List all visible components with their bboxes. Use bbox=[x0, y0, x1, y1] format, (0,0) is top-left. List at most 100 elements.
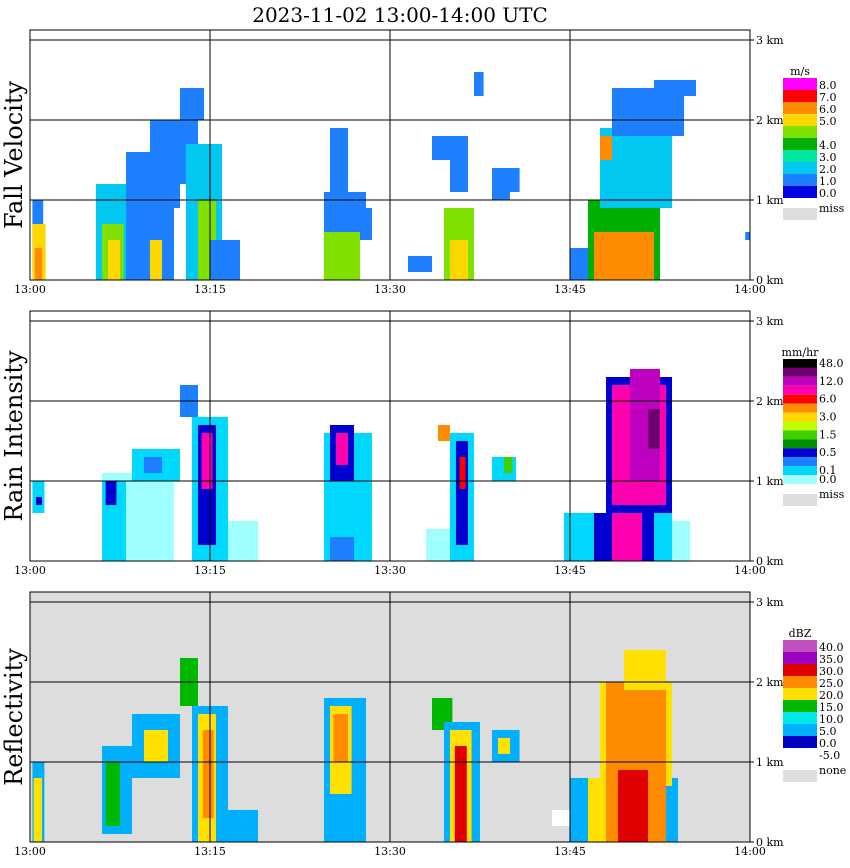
chart-title: 2023-11-02 13:00-14:00 UTC bbox=[252, 3, 548, 27]
legend-label: 35.0 bbox=[819, 653, 844, 666]
data-cell-22 bbox=[450, 240, 468, 280]
legend-swatch bbox=[783, 712, 817, 724]
data-cell-1 bbox=[33, 778, 42, 842]
legend-label: 48.0 bbox=[819, 357, 844, 370]
data-cell-14 bbox=[336, 433, 348, 465]
legend-missing-label: miss bbox=[819, 202, 845, 215]
data-cell-5 bbox=[108, 240, 120, 280]
y-tick-label: 0 km bbox=[756, 836, 784, 849]
data-cell-18 bbox=[408, 256, 432, 272]
panel-0: 13:00 13:15 13:30 13:45 14:000 km 1 km 2 km 3 k… bbox=[0, 29, 845, 296]
data-cell-24 bbox=[624, 650, 666, 690]
legend-label: 30.0 bbox=[819, 665, 844, 678]
plot-frame bbox=[29, 29, 751, 281]
legend-label: 5.0 bbox=[819, 115, 837, 128]
y-tick-label: 0 km bbox=[756, 274, 784, 287]
x-tick-label: 14:00 bbox=[734, 283, 766, 296]
legend-label: 25.0 bbox=[819, 677, 844, 690]
data-cell-10 bbox=[201, 433, 213, 489]
data-cell-5 bbox=[144, 730, 168, 762]
x-tick-label: 13:15 bbox=[194, 564, 226, 577]
panel-label: Reflectivity bbox=[0, 648, 28, 786]
x-tick-label: 13:00 bbox=[14, 564, 46, 577]
x-tick-label: 13:30 bbox=[374, 283, 406, 296]
y-tick-label: 2 km bbox=[756, 395, 784, 408]
plot-frame bbox=[29, 310, 751, 562]
data-cell-31 bbox=[654, 80, 696, 96]
legend-label: 7.0 bbox=[819, 91, 837, 104]
legend-unit: mm/hr bbox=[782, 346, 820, 359]
legend-unit: m/s bbox=[790, 65, 810, 78]
data-cell-20 bbox=[450, 136, 468, 192]
data-cell-17 bbox=[454, 746, 467, 842]
data-cell-17 bbox=[360, 208, 372, 240]
data-cell-10 bbox=[222, 810, 258, 842]
legend-label: 0.1 bbox=[819, 464, 837, 477]
legend-missing-label: none bbox=[819, 764, 846, 777]
data-cell-16 bbox=[438, 425, 450, 441]
legend-label: 3.0 bbox=[819, 151, 837, 164]
y-tick-label: 3 km bbox=[756, 34, 784, 47]
y-tick-label: 1 km bbox=[756, 756, 784, 769]
data-cell-22 bbox=[504, 457, 513, 473]
x-tick-label: 13:45 bbox=[554, 845, 586, 858]
legend-label: 1.0 bbox=[819, 175, 837, 188]
legend-swatch bbox=[783, 688, 817, 700]
y-tick-label: 2 km bbox=[756, 114, 784, 127]
y-tick-label: 1 km bbox=[756, 475, 784, 488]
legend-swatch bbox=[783, 138, 817, 150]
x-tick-label: 13:45 bbox=[554, 564, 586, 577]
legend-swatch bbox=[783, 403, 817, 413]
legend-label: 40.0 bbox=[819, 641, 844, 654]
x-tick-label: 13:30 bbox=[374, 564, 406, 577]
data-cell-20 bbox=[426, 529, 450, 561]
legend-label: 6.0 bbox=[819, 103, 837, 116]
data-cell-11 bbox=[228, 521, 258, 561]
panel-label: Fall Velocity bbox=[0, 81, 28, 230]
legend-missing-swatch bbox=[783, 494, 817, 506]
data-cell-25 bbox=[618, 770, 648, 842]
data-cell-26 bbox=[552, 810, 570, 826]
legend-missing-swatch bbox=[783, 770, 817, 782]
legend-label: 5.0 bbox=[819, 725, 837, 738]
data-cell-16 bbox=[330, 128, 348, 192]
legend-label: 15.0 bbox=[819, 701, 844, 714]
legend-swatch bbox=[783, 376, 817, 386]
legend-label: 6.0 bbox=[819, 393, 837, 406]
legend-swatch bbox=[783, 359, 817, 368]
plot-frame bbox=[29, 591, 751, 843]
data-cell-13 bbox=[210, 240, 240, 280]
legend-swatch bbox=[783, 385, 817, 395]
legend-swatch bbox=[783, 174, 817, 186]
legend-swatch bbox=[783, 466, 817, 476]
legend-swatch bbox=[783, 700, 817, 712]
legend-swatch bbox=[783, 367, 817, 377]
y-tick-label: 0 km bbox=[756, 555, 784, 568]
y-tick-label: 1 km bbox=[756, 194, 784, 207]
data-cell-10 bbox=[180, 88, 204, 120]
legend-swatch bbox=[783, 412, 817, 422]
panel-1: 13:00 13:15 13:30 13:45 14:000 km 1 km 2 km 3 k… bbox=[0, 310, 845, 577]
legend-label: 20.0 bbox=[819, 689, 844, 702]
data-cell-30 bbox=[672, 521, 690, 561]
data-cell-15 bbox=[324, 192, 366, 232]
legend-label: -5.0 bbox=[819, 749, 840, 762]
legend-missing-label: miss bbox=[819, 488, 845, 501]
legend-label: 0.0 bbox=[819, 473, 837, 486]
legend-swatch bbox=[783, 150, 817, 162]
legend-swatch bbox=[783, 439, 817, 449]
legend-swatch bbox=[783, 724, 817, 736]
y-tick-label: 3 km bbox=[756, 596, 784, 609]
data-cell-24 bbox=[492, 168, 510, 200]
legend-swatch bbox=[783, 736, 817, 748]
data-cell-25 bbox=[612, 505, 642, 561]
legend-swatch bbox=[783, 676, 817, 688]
legend-label: 3.0 bbox=[819, 411, 837, 424]
data-cell-19 bbox=[498, 738, 510, 754]
legend-swatch bbox=[783, 102, 817, 114]
data-cell-2 bbox=[34, 248, 42, 280]
legend-label: 1.5 bbox=[819, 428, 837, 441]
legend-label: 12.0 bbox=[819, 375, 844, 388]
data-cell-29 bbox=[648, 409, 660, 449]
legend-swatch bbox=[783, 114, 817, 126]
